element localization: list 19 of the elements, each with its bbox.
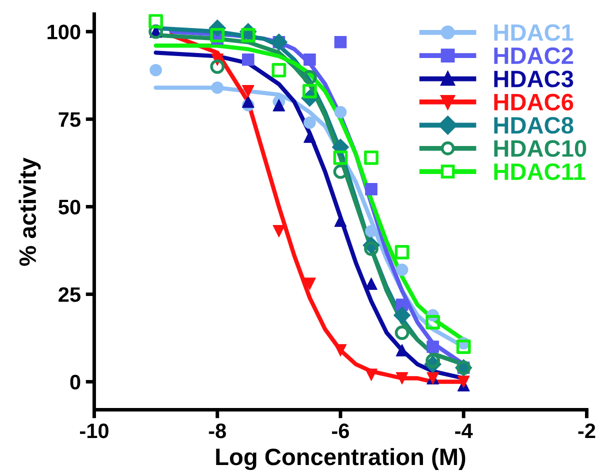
legend-label: HDAC2 xyxy=(494,47,574,64)
legend-label: HDAC6 xyxy=(494,94,574,110)
y-tick-label: 50 xyxy=(58,200,80,214)
x-axis-title: Log Concentration (M) xyxy=(216,448,466,470)
x-tick-label: -10 xyxy=(80,424,108,438)
y-axis-title: % activity xyxy=(18,158,41,266)
legend-label: HDAC11 xyxy=(494,163,586,180)
y-tick-label: 0 xyxy=(70,374,80,390)
legend-label: HDAC10 xyxy=(494,140,586,157)
legend-label: HDAC8 xyxy=(494,116,574,134)
x-tick-label: -8 xyxy=(208,424,226,438)
x-tick-label: -4 xyxy=(455,424,473,438)
y-tick-label: 25 xyxy=(58,287,80,302)
x-tick-label: -2 xyxy=(578,424,596,438)
legend-label: HDAC3 xyxy=(494,70,574,88)
y-tick-label: 100 xyxy=(48,24,80,40)
x-tick-label: -6 xyxy=(332,424,349,438)
y-tick-label: 75 xyxy=(58,112,80,127)
legend-label: HDAC1 xyxy=(494,24,574,41)
